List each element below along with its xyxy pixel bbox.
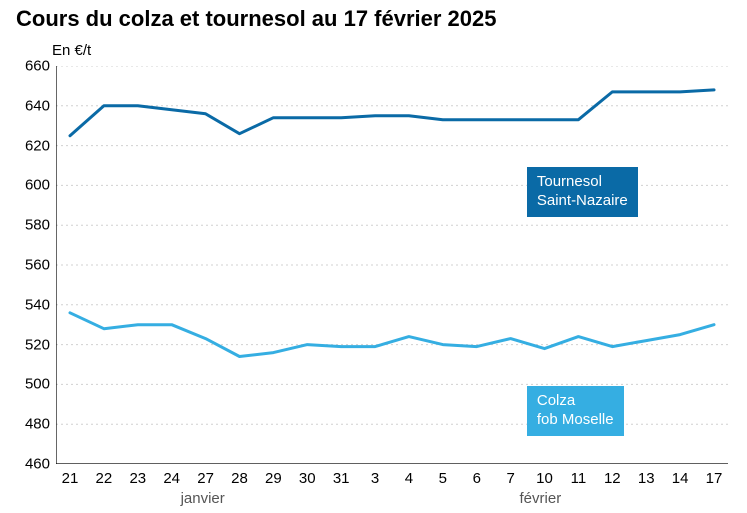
y-tick: 540 <box>10 296 50 313</box>
x-tick: 4 <box>405 470 413 487</box>
series-line <box>70 90 714 136</box>
y-tick: 620 <box>10 137 50 154</box>
x-tick: 12 <box>604 470 621 487</box>
chart-title: Cours du colza et tournesol au 17 févrie… <box>16 6 497 32</box>
y-axis-label: En €/t <box>52 42 91 59</box>
x-tick: 30 <box>299 470 316 487</box>
line-chart <box>56 66 728 464</box>
x-tick: 23 <box>129 470 146 487</box>
series-line <box>70 313 714 357</box>
x-tick: 3 <box>371 470 379 487</box>
month-label: février <box>520 490 562 507</box>
x-tick: 29 <box>265 470 282 487</box>
x-tick: 31 <box>333 470 350 487</box>
x-tick: 22 <box>96 470 113 487</box>
x-tick: 27 <box>197 470 214 487</box>
x-tick: 28 <box>231 470 248 487</box>
y-tick: 460 <box>10 456 50 473</box>
y-tick: 640 <box>10 97 50 114</box>
month-label: janvier <box>181 490 225 507</box>
y-tick: 560 <box>10 257 50 274</box>
legend-box: Tournesol Saint-Nazaire <box>527 167 638 217</box>
x-tick: 7 <box>506 470 514 487</box>
x-tick: 14 <box>672 470 689 487</box>
x-tick: 10 <box>536 470 553 487</box>
y-tick: 480 <box>10 416 50 433</box>
y-tick: 580 <box>10 217 50 234</box>
legend-box: Colza fob Moselle <box>527 386 624 436</box>
x-tick: 6 <box>473 470 481 487</box>
x-tick: 21 <box>62 470 79 487</box>
y-tick: 500 <box>10 376 50 393</box>
y-tick: 520 <box>10 336 50 353</box>
y-tick: 600 <box>10 177 50 194</box>
x-tick: 13 <box>638 470 655 487</box>
x-tick: 5 <box>439 470 447 487</box>
x-tick: 11 <box>571 470 587 487</box>
x-tick: 17 <box>706 470 723 487</box>
y-tick: 660 <box>10 58 50 75</box>
x-tick: 24 <box>163 470 180 487</box>
